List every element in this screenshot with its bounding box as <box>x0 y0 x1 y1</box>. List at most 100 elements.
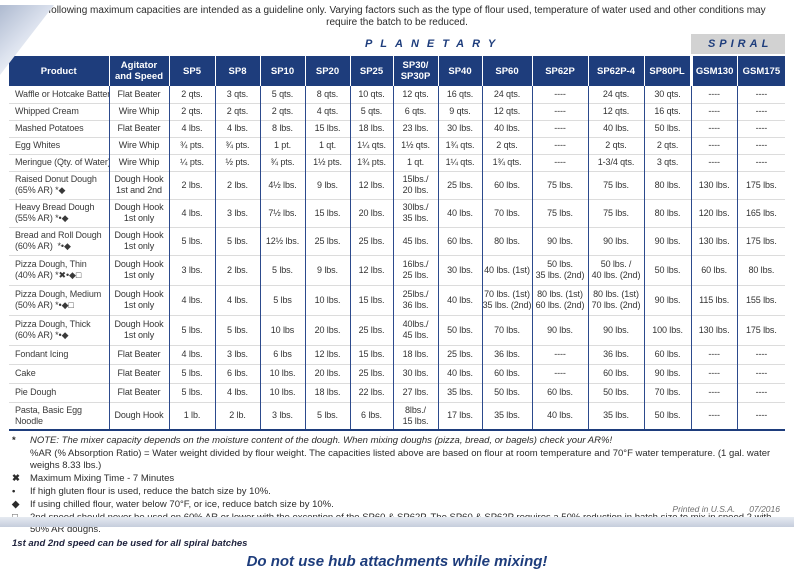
footnote: ◆ If using chilled flour, water below 70°… <box>12 499 782 511</box>
capacity-cell-sp62p: 40 lbs. <box>531 401 588 430</box>
capacity-cell-sp10: 6 lbs <box>259 344 305 364</box>
capacity-cell-sp80pl: 90 lbs. <box>643 226 692 255</box>
column-header-sp5: SP5 <box>168 54 215 86</box>
capacity-cell-sp20: 15 lbs. <box>304 198 350 227</box>
capacity-cell-sp62p: 90 lbs. <box>531 226 588 255</box>
footnote-symbol: * <box>12 435 16 446</box>
capacity-cell-gsm130: ---- <box>690 86 738 103</box>
capacity-cell-sp25: 18 lbs. <box>349 119 393 137</box>
capacity-cell-gsm175: ---- <box>736 363 786 383</box>
table-row: Mashed Potatoes Flat Beater 4 lbs. 4 lbs. 8 … <box>9 119 786 137</box>
capacity-cell-sp30: 16lbs./ 25 lbs. <box>392 254 438 285</box>
capacity-cell-gsm175: 80 lbs. <box>736 254 786 285</box>
capacity-cell-sp30: 30 lbs. <box>392 363 438 383</box>
capacity-cell-sp8: 4 lbs. <box>214 284 260 315</box>
agitator-cell: Dough Hook 1st only <box>108 254 169 285</box>
capacity-cell-sp5: 2 lbs. <box>168 170 215 199</box>
capacity-cell-gsm175: ---- <box>736 119 786 137</box>
capacity-cell-sp40: 50 lbs. <box>437 314 482 345</box>
capacity-cell-sp10: 5 lbs <box>259 284 305 315</box>
capacity-cell-sp25: 6 lbs. <box>349 401 393 430</box>
capacity-cell-sp5: 5 lbs. <box>168 226 215 255</box>
capacity-cell-sp5: 2 qts. <box>168 86 215 103</box>
table-row: Waffle or Hotcake Batter Flat Beater 2 qts… <box>9 86 786 103</box>
spiral-speed-note: 1st and 2nd speed can be used for all sp… <box>12 538 248 549</box>
capacity-cell-sp60: 40 lbs. <box>481 119 532 137</box>
capacity-cell-sp5: 4 lbs. <box>168 344 215 364</box>
capacity-cell-sp62p: 90 lbs. <box>531 314 588 345</box>
capacity-cell-sp80pl: 80 lbs. <box>643 170 692 199</box>
printed-in-usa-label: Printed in U.S.A. <box>672 504 736 514</box>
capacity-cell-sp25: 20 lbs. <box>349 198 393 227</box>
capacity-cell-sp40: 17 lbs. <box>437 401 482 430</box>
capacity-cell-gsm175: ---- <box>736 136 786 154</box>
column-header-agitator: Agitator and Speed <box>108 54 169 86</box>
column-header-sp30: SP30/ SP30P <box>392 54 438 86</box>
product-cell: Pizza Dough, Medium (50% AR) *•◆□ <box>9 284 109 315</box>
capacity-cell-sp62p4: 50 lbs. / 40 lbs. (2nd) <box>587 254 644 285</box>
agitator-cell: Dough Hook 1st only <box>108 226 169 255</box>
capacity-cell-gsm175: ---- <box>736 344 786 364</box>
capacity-cell-sp25: 25 lbs. <box>349 363 393 383</box>
capacity-cell-sp5: 5 lbs. <box>168 363 215 383</box>
capacity-cell-sp62p4: 90 lbs. <box>587 314 644 345</box>
capacity-cell-gsm130: ---- <box>690 382 738 402</box>
capacity-cell-sp40: 40 lbs. <box>437 363 482 383</box>
capacity-cell-sp25: 1¾ pts. <box>349 153 393 171</box>
capacity-cell-gsm130: 130 lbs. <box>690 170 738 199</box>
agitator-cell: Dough Hook 1st only <box>108 198 169 227</box>
capacity-cell-sp62p: ---- <box>531 363 588 383</box>
capacity-cell-gsm130: ---- <box>690 401 738 430</box>
capacity-cell-sp40: 25 lbs. <box>437 170 482 199</box>
capacity-cell-sp80pl: 90 lbs. <box>643 284 692 315</box>
capacity-cell-sp62p4: 24 qts. <box>587 86 644 103</box>
capacity-cell-sp60: 80 lbs. <box>481 226 532 255</box>
capacity-cell-sp8: 6 lbs. <box>214 363 260 383</box>
column-header-sp25: SP25 <box>349 54 393 86</box>
agitator-cell: Dough Hook 1st only <box>108 284 169 315</box>
capacity-cell-sp40: 35 lbs. <box>437 382 482 402</box>
capacity-cell-sp5: ¾ pts. <box>168 136 215 154</box>
footnote-symbol: ✖ <box>12 473 20 484</box>
capacity-cell-sp80pl: 30 qts. <box>643 86 692 103</box>
capacity-cell-sp30: 25lbs./ 36 lbs. <box>392 284 438 315</box>
capacity-table: PLANETARY SPIRAL Product Agitator and Spe… <box>9 34 786 431</box>
capacity-cell-sp80pl: 80 lbs. <box>643 198 692 227</box>
capacity-cell-sp5: ¼ pts. <box>168 153 215 171</box>
agitator-cell: Flat Beater <box>108 382 169 402</box>
capacity-cell-sp62p: 50 lbs. 35 lbs. (2nd) <box>531 254 588 285</box>
agitator-cell: Wire Whip <box>108 153 169 171</box>
capacity-cell-sp30: 1 qt. <box>392 153 438 171</box>
capacity-cell-sp25: 5 qts. <box>349 102 393 120</box>
capacity-cell-sp20: 9 lbs. <box>304 170 350 199</box>
table-row: Cake Flat Beater 5 lbs. 6 lbs. 10 lbs. 20 lbs… <box>9 363 786 383</box>
capacity-cell-sp62p4: 1-3/4 qts. <box>587 153 644 171</box>
capacity-cell-sp80pl: 50 lbs. <box>643 401 692 430</box>
capacity-cell-sp5: 5 lbs. <box>168 314 215 345</box>
capacity-cell-sp30: 27 lbs. <box>392 382 438 402</box>
capacity-cell-sp80pl: 3 qts. <box>643 153 692 171</box>
capacity-cell-gsm130: 130 lbs. <box>690 226 738 255</box>
footnote-text: NOTE: The mixer capacity depends on the … <box>30 435 613 446</box>
capacity-cell-sp80pl: 16 qts. <box>643 102 692 120</box>
capacity-cell-gsm130: ---- <box>690 344 738 364</box>
capacity-cell-sp60: 40 lbs. (1st) <box>481 254 532 285</box>
table-row: Raised Donut Dough (65% AR) *◆ Dough Hook… <box>9 170 786 199</box>
capacity-cell-sp62p4: 75 lbs. <box>587 198 644 227</box>
capacity-cell-sp62p4: 40 lbs. <box>587 119 644 137</box>
capacity-cell-sp10: ¾ pts. <box>259 153 305 171</box>
capacity-cell-sp5: 4 lbs. <box>168 119 215 137</box>
capacity-cell-sp20: 5 lbs. <box>304 401 350 430</box>
capacity-cell-sp30: 12 qts. <box>392 86 438 103</box>
capacity-cell-sp60: 70 lbs. <box>481 198 532 227</box>
product-cell: Whipped Cream <box>9 102 109 120</box>
footnote-symbol: ◆ <box>12 499 20 510</box>
capacity-cell-sp62p4: 12 qts. <box>587 102 644 120</box>
capacity-cell-sp60: 35 lbs. <box>481 401 532 430</box>
capacity-cell-sp30: 45 lbs. <box>392 226 438 255</box>
column-header-sp62p: SP62P <box>531 54 588 86</box>
capacity-cell-sp62p4: 2 qts. <box>587 136 644 154</box>
capacity-cell-sp60: 60 lbs. <box>481 170 532 199</box>
capacity-cell-gsm175: 175 lbs. <box>736 314 786 345</box>
capacity-cell-gsm130: ---- <box>690 363 738 383</box>
